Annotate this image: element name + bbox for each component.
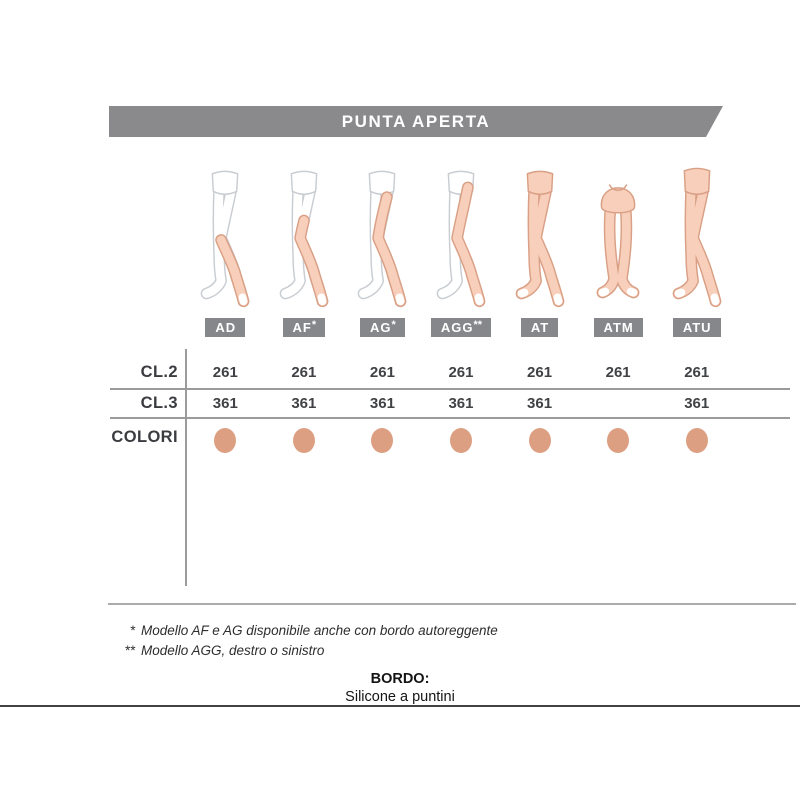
bordo-value: Silicone a puntini [345, 689, 455, 705]
section-banner: PUNTA APERTA [109, 106, 723, 137]
leg-cell-atu [657, 162, 736, 312]
cell-cl2-agg: 261 [448, 363, 474, 381]
cell-cl2-atm: 261 [605, 363, 631, 381]
model-labels-row: AD AF* AG* AGG** AT ATM ATU [186, 317, 736, 338]
leg-cell-at [500, 162, 579, 312]
footnote-2: ** Modello AGG, destro o sinistro [118, 641, 638, 661]
cell-cl2-atu: 261 [684, 363, 710, 381]
row-label-colori: COLORI [111, 427, 178, 446]
leg-cell-agg [422, 162, 501, 312]
row-label-cl3: CL.3 [140, 393, 178, 412]
row-colori-dots [186, 427, 736, 453]
cell-cl3-atm [579, 389, 658, 417]
leg-cell-ad [186, 162, 265, 312]
bordo-label: BORDO: [370, 671, 430, 687]
model-label-at: AT [520, 318, 559, 337]
model-label-ad: AD [205, 318, 246, 337]
color-dot-atm [607, 427, 630, 453]
cell-cl2-ad: 261 [212, 363, 238, 381]
leg-model-atm-icon [596, 184, 640, 299]
footnote-separator [108, 603, 796, 605]
cell-cl3-af: 361 [291, 394, 317, 412]
cell-cl2-af: 261 [291, 363, 317, 381]
model-label-ag: AG* [360, 318, 405, 337]
footnote-2-text: Modello AGG, destro o sinistro [141, 642, 325, 658]
table-vertical-rule [185, 349, 187, 586]
color-dot-af [292, 427, 315, 453]
color-dot-ad [214, 427, 237, 453]
cell-cl2-ag: 261 [369, 363, 395, 381]
color-dot-at [528, 427, 551, 453]
footnote-1-marker: * [129, 623, 135, 638]
cell-cl3-ad: 361 [212, 394, 238, 412]
footnote-1: * Modello AF e AG disponibile anche con … [118, 621, 638, 641]
leg-model-ag-icon [358, 170, 407, 308]
row-label-cl2: CL.2 [140, 362, 178, 381]
row-divider-1 [110, 388, 790, 390]
model-label-atu: ATU [672, 318, 721, 337]
footnote-1-text: Modello AF e AG disponibile anche con bo… [141, 623, 498, 638]
cell-cl3-atu: 361 [684, 394, 710, 412]
cell-cl3-agg: 361 [448, 394, 474, 412]
leg-model-agg-icon [436, 170, 486, 308]
leg-model-atu-icon [672, 167, 722, 308]
row-divider-2 [110, 417, 790, 419]
model-label-af: AF* [282, 318, 326, 337]
model-label-atm: ATM [593, 318, 643, 337]
row-cl3-values: 361 361 361 361 361 361 [186, 389, 736, 417]
color-dot-ag [371, 427, 394, 453]
cell-cl3-at: 361 [527, 394, 553, 412]
row-cl2-values: 261 261 261 261 261 261 261 [186, 356, 736, 388]
cell-cl3-ag: 361 [369, 394, 395, 412]
model-illustrations-row [186, 162, 736, 312]
bottom-rule [0, 705, 800, 707]
bordo-section: BORDO: Silicone a puntini [0, 670, 800, 706]
leg-cell-af [265, 162, 344, 312]
color-dot-agg [449, 427, 472, 453]
leg-cell-atm [579, 162, 658, 312]
footnotes: * Modello AF e AG disponibile anche con … [118, 621, 638, 660]
section-title: PUNTA APERTA [341, 111, 491, 131]
leg-model-af-icon [279, 170, 329, 308]
leg-model-at-icon [515, 170, 564, 308]
color-dot-atu [685, 427, 708, 453]
leg-cell-ag [343, 162, 422, 312]
leg-model-ad-icon [200, 170, 250, 308]
footnote-2-marker: ** [124, 642, 135, 658]
cell-cl2-at: 261 [527, 363, 553, 381]
model-label-agg: AGG** [430, 318, 492, 337]
